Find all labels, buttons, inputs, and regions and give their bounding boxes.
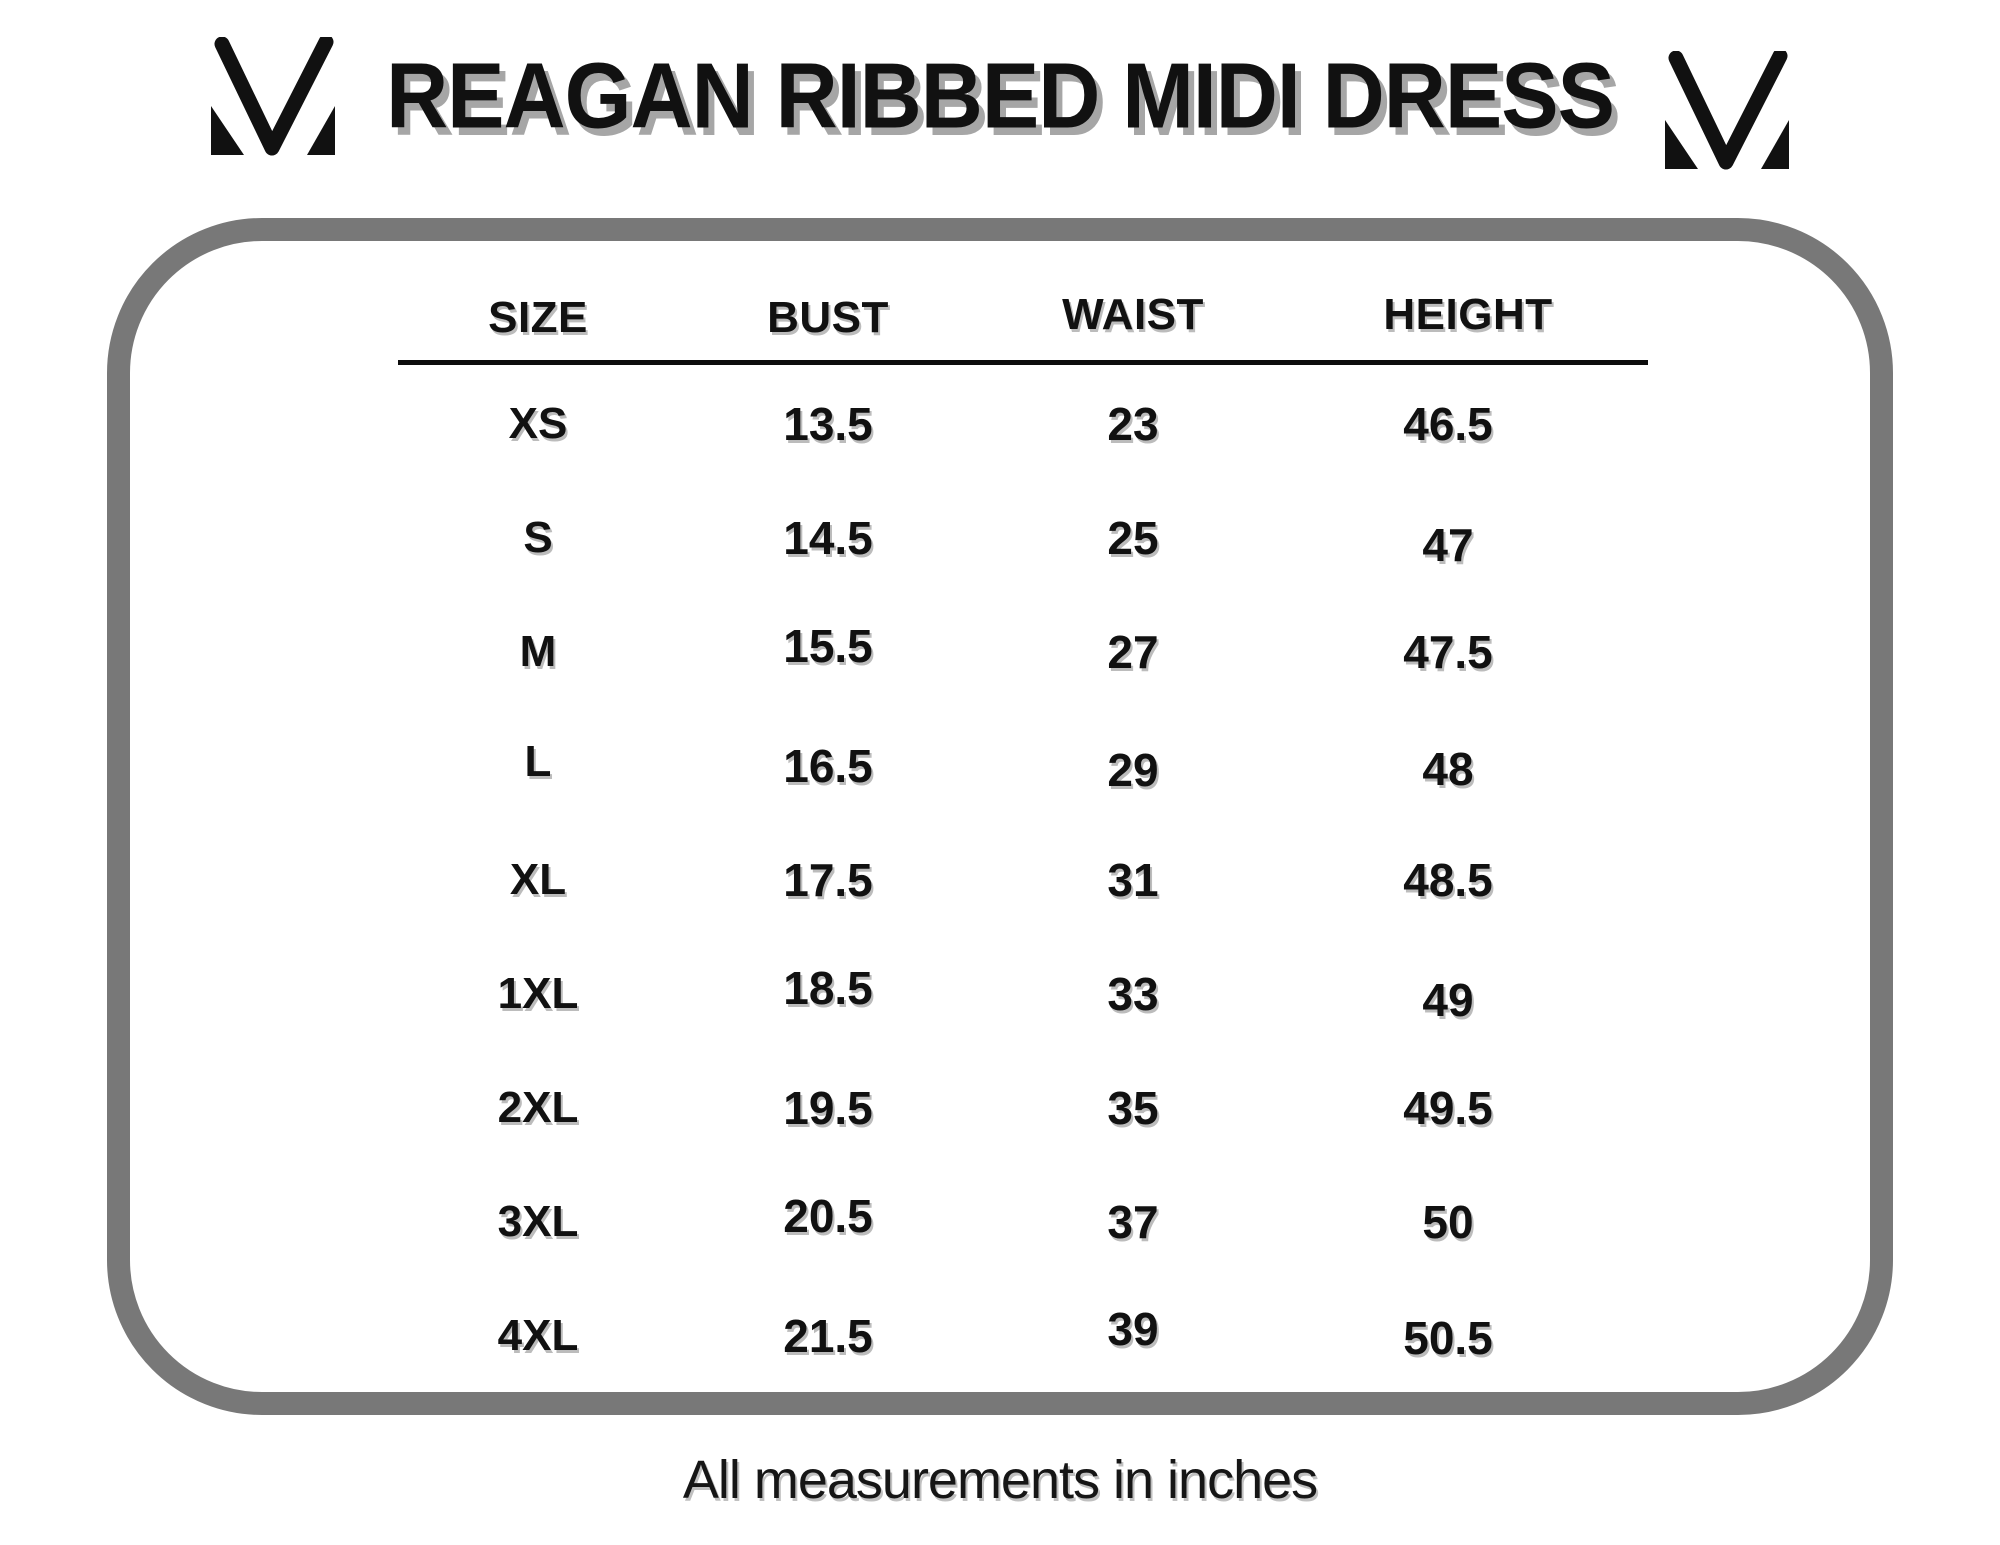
size-cell: 4XL bbox=[497, 1311, 579, 1360]
size-cell: 3XL bbox=[497, 1197, 579, 1246]
bust-cell: 21.5 bbox=[783, 1310, 873, 1362]
table-header-row: SIZE BUST WAIST HEIGHT bbox=[398, 287, 1648, 349]
size-cell: XS bbox=[508, 399, 568, 448]
bust-cell: 13.5 bbox=[783, 398, 873, 450]
column-header-height: HEIGHT bbox=[1383, 290, 1553, 339]
column-header-bust: BUST bbox=[767, 293, 889, 342]
waist-cell: 39 bbox=[1107, 1303, 1159, 1355]
height-cell: 50 bbox=[1422, 1196, 1474, 1248]
size-cell: L bbox=[524, 737, 552, 786]
height-cell: 49.5 bbox=[1403, 1082, 1493, 1134]
waist-cell: 23 bbox=[1107, 398, 1159, 450]
table-row: XS 13.5 23 46.5 bbox=[398, 367, 1648, 481]
column-header-size: SIZE bbox=[488, 293, 588, 342]
height-cell: 49 bbox=[1422, 974, 1474, 1026]
height-cell: 48.5 bbox=[1403, 854, 1493, 906]
table-row: L 16.5 29 48 bbox=[398, 709, 1648, 823]
table-row: M 15.5 27 47.5 bbox=[398, 595, 1648, 709]
bust-cell: 20.5 bbox=[783, 1190, 873, 1242]
header: REAGAN RIBBED MIDI DRESS bbox=[0, 14, 2000, 179]
waist-cell: 29 bbox=[1107, 744, 1159, 796]
waist-cell: 31 bbox=[1107, 854, 1159, 906]
table-row: S 14.5 25 47 bbox=[398, 481, 1648, 595]
height-cell: 47.5 bbox=[1403, 626, 1493, 678]
waist-cell: 27 bbox=[1107, 626, 1159, 678]
bust-cell: 19.5 bbox=[783, 1082, 873, 1134]
bust-cell: 17.5 bbox=[783, 854, 873, 906]
waist-cell: 35 bbox=[1107, 1082, 1159, 1134]
page-title: REAGAN RIBBED MIDI DRESS bbox=[386, 44, 1615, 148]
column-header-waist: WAIST bbox=[1062, 290, 1204, 339]
bust-cell: 15.5 bbox=[783, 620, 873, 672]
size-cell: M bbox=[519, 627, 557, 676]
size-cell: XL bbox=[509, 855, 567, 904]
height-cell: 46.5 bbox=[1403, 398, 1493, 450]
table-body: XS 13.5 23 46.5 S 14.5 25 47 M 15.5 27 4… bbox=[130, 367, 1870, 1393]
bust-cell: 16.5 bbox=[783, 740, 873, 792]
size-cell: 1XL bbox=[497, 969, 579, 1018]
waist-cell: 37 bbox=[1107, 1196, 1159, 1248]
brand-monogram-icon bbox=[208, 36, 338, 157]
waist-cell: 25 bbox=[1107, 512, 1159, 564]
brand-monogram-icon bbox=[1662, 50, 1792, 171]
bust-cell: 18.5 bbox=[783, 962, 873, 1014]
table-row: XL 17.5 31 48.5 bbox=[398, 823, 1648, 937]
size-cell: 2XL bbox=[497, 1083, 579, 1132]
bust-cell: 14.5 bbox=[783, 512, 873, 564]
height-cell: 50.5 bbox=[1403, 1312, 1493, 1364]
size-cell: S bbox=[523, 513, 553, 562]
height-cell: 47 bbox=[1422, 519, 1474, 571]
waist-cell: 33 bbox=[1107, 968, 1159, 1020]
size-chart-frame: SIZE BUST WAIST HEIGHT XS 13.5 23 46.5 S… bbox=[107, 218, 1893, 1415]
table-row: 3XL 20.5 37 50 bbox=[398, 1165, 1648, 1279]
height-cell: 48 bbox=[1422, 743, 1474, 795]
table-row: 2XL 19.5 35 49.5 bbox=[398, 1051, 1648, 1165]
table-row: 4XL 21.5 39 50.5 bbox=[398, 1279, 1648, 1393]
measurement-note: All measurements in inches bbox=[682, 1450, 1318, 1510]
table-row: 1XL 18.5 33 49 bbox=[398, 937, 1648, 1051]
header-divider bbox=[398, 360, 1648, 365]
